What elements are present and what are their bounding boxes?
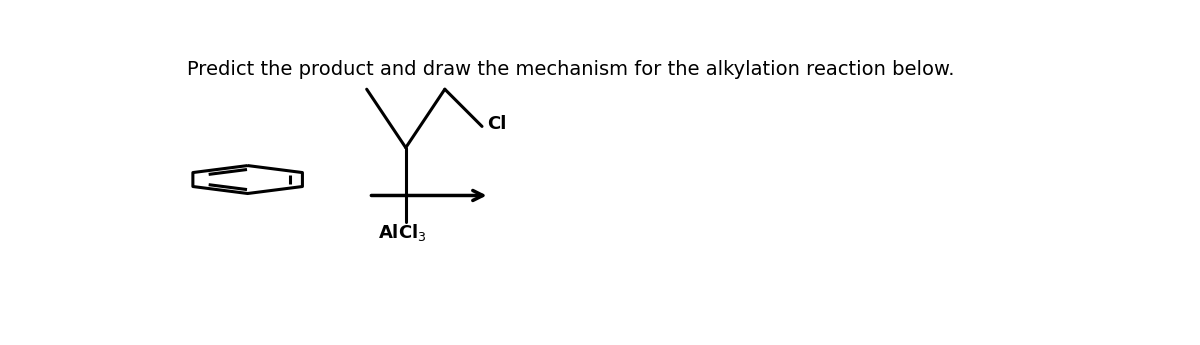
Text: AlCl$_3$: AlCl$_3$ [378, 222, 426, 243]
Text: Predict the product and draw the mechanism for the alkylation reaction below.: Predict the product and draw the mechani… [187, 60, 955, 79]
Text: Cl: Cl [487, 115, 506, 133]
